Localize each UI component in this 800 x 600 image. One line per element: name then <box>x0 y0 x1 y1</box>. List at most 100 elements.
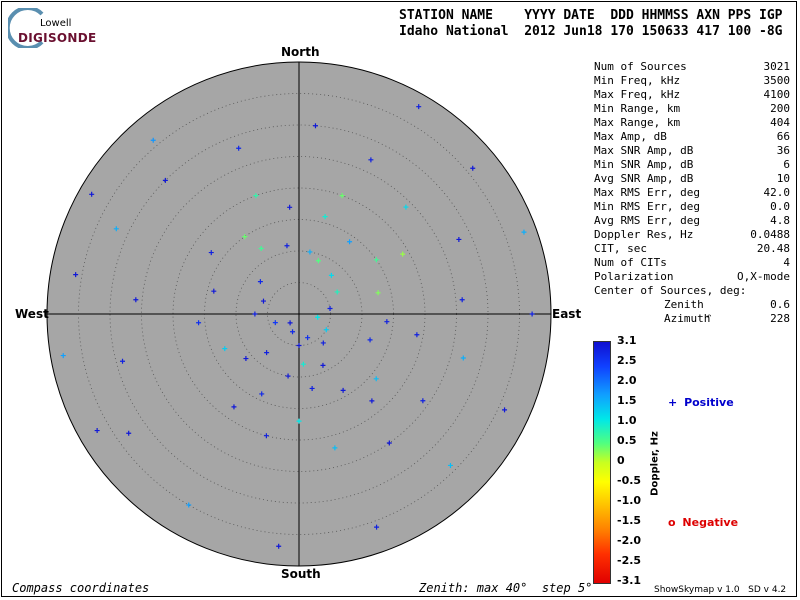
source-marker-positive <box>460 355 466 361</box>
logo-top-text: Lowell <box>40 18 72 29</box>
stat-row: Max SNR Amp, dB 36 <box>594 144 790 158</box>
source-marker-positive <box>89 191 95 197</box>
stat-row: Num of CITs 4 <box>594 256 790 270</box>
stat-row: Doppler Res, Hz 0.0488 <box>594 228 790 242</box>
source-marker-positive <box>259 391 265 397</box>
source-marker-positive <box>257 279 263 285</box>
compass-south-label: South <box>281 567 321 581</box>
source-marker-positive <box>162 177 168 183</box>
source-marker-positive <box>323 327 329 333</box>
source-marker-positive <box>320 340 326 346</box>
source-marker-positive <box>320 362 326 368</box>
source-marker-positive <box>231 404 237 410</box>
stat-row: Max Amp, dB 66 <box>594 130 790 144</box>
zenith-label: Zenith <box>664 298 704 311</box>
source-marker-positive <box>521 229 527 235</box>
source-marker-positive <box>369 398 375 404</box>
stat-value: 4 <box>783 256 790 269</box>
compass-north-label: North <box>281 45 320 59</box>
stat-label: Min RMS Err, deg <box>594 200 700 213</box>
source-marker-positive <box>236 145 242 151</box>
stat-value: O,X-mode <box>737 270 790 283</box>
colorbar-tick-label: 0 <box>617 454 625 467</box>
legend-negative: o Negative <box>668 516 738 529</box>
source-marker-positive <box>253 193 259 199</box>
stat-value: 4100 <box>763 88 791 101</box>
source-marker-positive <box>260 298 266 304</box>
source-marker-positive <box>347 239 353 245</box>
source-marker-positive <box>327 306 333 312</box>
stat-label: CIT, sec <box>594 242 647 255</box>
source-marker-positive <box>384 319 390 325</box>
source-marker-positive <box>420 398 426 404</box>
source-marker-positive <box>386 440 392 446</box>
source-marker-positive <box>120 358 126 364</box>
source-marker-positive <box>332 445 338 451</box>
source-markers <box>60 104 535 549</box>
source-marker-positive <box>375 290 381 296</box>
stat-row: Max RMS Err, deg 42.0 <box>594 186 790 200</box>
source-marker-positive <box>400 251 406 257</box>
stat-label: Max Amp, dB <box>594 130 667 143</box>
source-marker-positive <box>296 343 302 348</box>
stat-label: Doppler Res, Hz <box>594 228 694 241</box>
stat-label: Min SNR Amp, dB <box>594 158 694 171</box>
header-values: Idaho National 2012 Jun18 170 150633 417… <box>399 24 783 39</box>
source-marker-positive <box>470 165 476 171</box>
stat-row: Min Range, km 200 <box>594 102 790 116</box>
source-marker-positive <box>307 249 313 255</box>
source-marker-positive <box>373 376 379 382</box>
source-marker-positive <box>339 193 345 199</box>
source-marker-positive <box>285 373 291 379</box>
source-marker-positive <box>243 356 249 362</box>
stat-row: CIT, sec 20.48 <box>594 242 790 256</box>
stat-value: 200 <box>770 102 790 115</box>
source-marker-positive <box>296 418 302 424</box>
source-marker-positive <box>222 346 228 352</box>
stat-label: Min Freq, kHz <box>594 74 681 87</box>
colorbar-title: Doppler, Hz <box>649 431 661 496</box>
source-marker-positive <box>322 214 328 220</box>
stat-value: 20.48 <box>756 242 790 255</box>
source-marker-positive <box>284 243 290 249</box>
source-marker-positive <box>328 272 334 278</box>
stat-row: Num of Sources 3021 <box>594 60 790 74</box>
stat-row: Min Freq, kHz 3500 <box>594 74 790 88</box>
stat-row: Avg SNR Amp, dB 10 <box>594 172 790 186</box>
source-marker-positive <box>459 297 465 303</box>
source-marker-positive <box>374 524 380 530</box>
stat-value: 3500 <box>763 74 791 87</box>
source-marker-positive <box>258 246 264 252</box>
stat-label: Min Range, km <box>594 102 681 115</box>
colorbar-tick-label: 0.5 <box>617 434 637 447</box>
stat-label: Max SNR Amp, dB <box>594 144 694 157</box>
footer-zenith-info: Zenith: max 40° step 5° <box>419 581 593 595</box>
source-marker-positive <box>150 137 156 143</box>
compass-west-label: West <box>15 307 49 321</box>
source-marker-positive <box>414 332 420 338</box>
source-marker-positive <box>126 430 132 436</box>
colorbar-tick-label: 3.1 <box>617 334 637 347</box>
doppler-colorbar <box>593 341 611 584</box>
stat-row: Min RMS Err, deg 0.0 <box>594 200 790 214</box>
stat-value: 0.0 <box>770 200 790 213</box>
source-marker-positive <box>416 104 422 110</box>
source-marker-positive <box>287 204 293 210</box>
source-marker-positive <box>276 543 282 549</box>
stat-row: Polarization O,X-mode <box>594 270 790 284</box>
source-marker-positive <box>263 433 269 439</box>
zenith-value: 0.6 <box>770 298 790 311</box>
stat-label: Polarization <box>594 270 674 283</box>
logo-brand-text: DIGISONDE <box>18 31 97 45</box>
legend-positive-label: Positive <box>684 396 734 409</box>
source-marker-positive <box>340 387 346 393</box>
source-marker-positive <box>373 257 379 263</box>
legend-positive: + Positive <box>668 396 734 409</box>
source-marker-positive <box>252 311 258 317</box>
source-marker-positive <box>447 462 453 468</box>
colorbar-tick-label: -0.5 <box>617 474 642 487</box>
stat-value: 0.0488 <box>750 228 790 241</box>
source-marker-positive <box>287 320 293 326</box>
colorbar-tick-label: 2.0 <box>617 374 637 387</box>
